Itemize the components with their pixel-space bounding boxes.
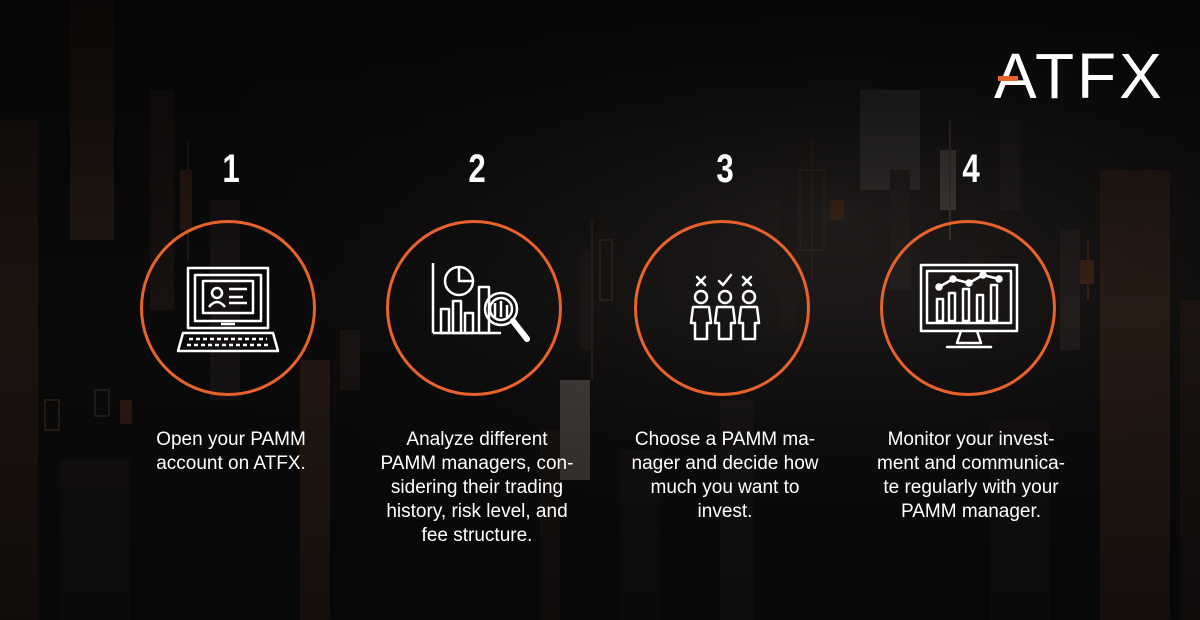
step-description: Choose a PAMM ma- nager and decide how m… bbox=[600, 428, 850, 524]
step-number: 1 bbox=[222, 147, 240, 191]
step-description: Monitor your invest- ment and communica-… bbox=[846, 428, 1096, 524]
logo-text: ATFX bbox=[994, 42, 1165, 102]
step-description-line: sidering their trading bbox=[390, 477, 564, 498]
step-1: 1 Open your PAMM account on ATFX. bbox=[106, 0, 356, 620]
people-selection-icon bbox=[689, 273, 761, 341]
step-circle bbox=[880, 220, 1056, 396]
step-description-line: invest. bbox=[697, 501, 753, 522]
step-description-line: PAMM manager. bbox=[900, 501, 1042, 522]
step-4: 4 Monitor your invest- ment and communic… bbox=[846, 0, 1096, 620]
step-description-line: ment and communica- bbox=[877, 453, 1065, 474]
step-description: Analyze different PAMM managers, con- si… bbox=[352, 428, 602, 548]
step-description-line: fee structure. bbox=[421, 525, 533, 546]
step-description-line: much you want to bbox=[650, 477, 800, 498]
step-description-line: Analyze different bbox=[406, 429, 548, 450]
step-description: Open your PAMM account on ATFX. bbox=[106, 428, 356, 476]
step-description-line: history, risk level, and bbox=[386, 501, 568, 522]
step-description-line: PAMM managers, con- bbox=[380, 453, 574, 474]
step-description-line: Choose a PAMM ma- bbox=[634, 429, 816, 450]
logo-accent-bar bbox=[998, 76, 1018, 81]
step-description-line: Monitor your invest- bbox=[887, 429, 1055, 450]
step-circle bbox=[140, 220, 316, 396]
laptop-profile-icon bbox=[176, 266, 280, 353]
step-3: 3 Choose a PAMM ma- nager and decide how… bbox=[600, 0, 850, 620]
step-2: 2 Analyze different PAMM managers, con- … bbox=[352, 0, 602, 620]
step-number: 2 bbox=[468, 147, 486, 191]
step-number: 3 bbox=[716, 147, 734, 191]
step-description-line: nager and decide how bbox=[631, 453, 819, 474]
monitor-chart-icon bbox=[919, 263, 1019, 349]
step-circle bbox=[634, 220, 810, 396]
step-circle bbox=[386, 220, 562, 396]
step-description-line: Open your PAMM bbox=[156, 429, 306, 450]
step-number: 4 bbox=[962, 147, 980, 191]
step-description-line: account on ATFX. bbox=[156, 453, 306, 474]
atfx-logo: ATFX bbox=[994, 42, 1165, 102]
step-description-line: te regularly with your bbox=[883, 477, 1059, 498]
analytics-magnifier-icon bbox=[431, 263, 530, 342]
